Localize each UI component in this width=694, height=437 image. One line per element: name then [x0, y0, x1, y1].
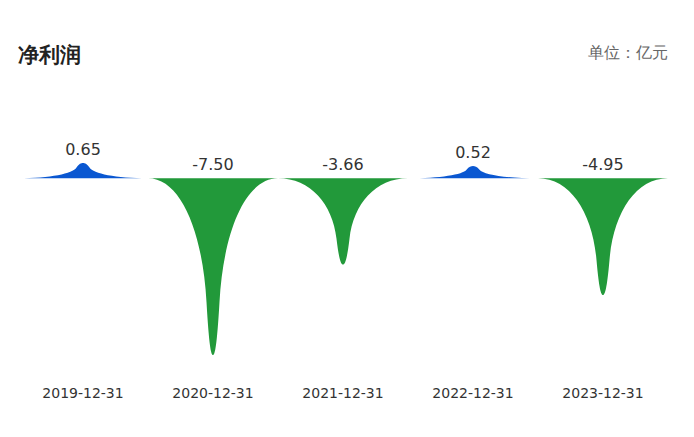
svg-text:2019-12-31: 2019-12-31: [42, 385, 123, 401]
svg-text:2023-12-31: 2023-12-31: [562, 385, 643, 401]
svg-text:2022-12-31: 2022-12-31: [432, 385, 513, 401]
html-text:净利润: 净利润: [18, 43, 81, 67]
svg-text:2020-12-31: 2020-12-31: [172, 385, 253, 401]
svg-text:2021-12-31: 2021-12-31: [302, 385, 383, 401]
html-text:单位：亿元: 单位：亿元: [588, 43, 668, 62]
svg-text:-7.50: -7.50: [192, 155, 233, 174]
svg-text:0.65: 0.65: [65, 140, 101, 159]
svg-text:-4.95: -4.95: [582, 155, 623, 174]
svg-text:0.52: 0.52: [455, 143, 491, 162]
svg-text:-3.66: -3.66: [322, 155, 363, 174]
